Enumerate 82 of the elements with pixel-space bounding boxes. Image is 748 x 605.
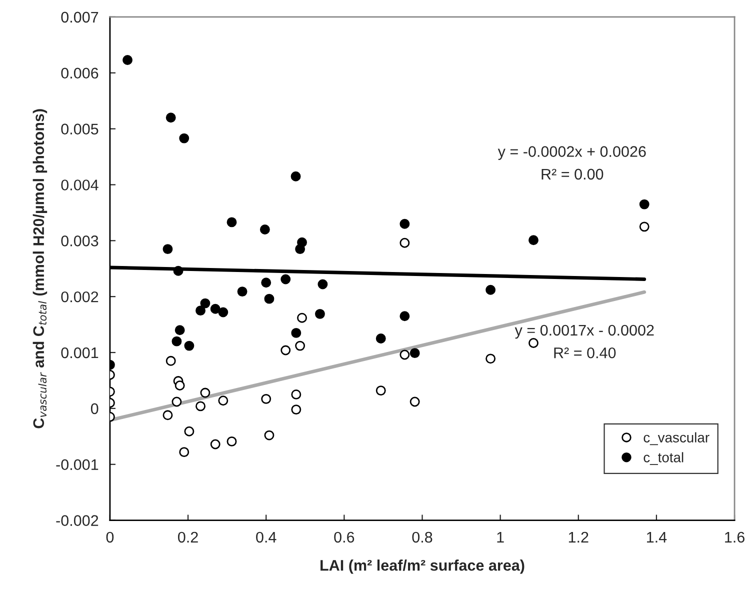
point (280, 274, 291, 284)
point (226, 217, 237, 228)
point (264, 430, 274, 440)
point (210, 304, 220, 314)
annotation: R² = 0.40 (554, 347, 616, 358)
point (486, 284, 496, 295)
point (639, 199, 650, 210)
x-tick-label: 0 (106, 532, 114, 543)
point (166, 112, 176, 123)
x-tick-label: 1 (497, 532, 504, 542)
annotation: y = -0.0002x + 0.0026 (498, 146, 646, 160)
point (196, 401, 206, 412)
y-axis-title: C$_{vascular}$ and C$_{total}$ (mmol H20/µmol photons) (32, 109, 48, 428)
annotation: y = 0.0017x - 0.0002 (514, 324, 654, 339)
point (528, 338, 538, 348)
x-tick-label: 0.6 (334, 532, 354, 543)
x-tick-label: 1.2 (568, 532, 588, 542)
annotation: R² = 0.00 (542, 168, 604, 180)
x-tick-label: 0.2 (178, 532, 198, 543)
point (218, 307, 228, 318)
y-tick-label: 0.002 (61, 291, 98, 302)
y-tick-label: 0 (90, 403, 98, 414)
point (264, 294, 274, 304)
point (400, 238, 410, 248)
point (400, 218, 410, 229)
y-tick-label: 0.004 (61, 180, 98, 190)
point (410, 396, 420, 407)
x-tick-label: 0.8 (412, 532, 432, 543)
point (376, 334, 386, 344)
point (261, 278, 272, 288)
point (166, 356, 176, 366)
point (200, 388, 210, 398)
point (295, 340, 306, 351)
point (218, 396, 228, 406)
point (162, 410, 173, 420)
point (172, 396, 182, 407)
point (486, 354, 496, 364)
point (410, 348, 420, 358)
point (200, 298, 210, 308)
point (237, 286, 248, 297)
point (290, 171, 301, 182)
point (226, 436, 237, 446)
point (184, 340, 194, 351)
point (295, 244, 306, 254)
point (318, 279, 328, 290)
point (261, 394, 272, 404)
point (162, 244, 173, 254)
x-tick-label: 0.4 (256, 532, 276, 543)
legend-label: c_vascular (644, 432, 710, 446)
point (528, 235, 538, 246)
y-tick-label: 0.001 (61, 347, 98, 358)
y-tick-label: 0.005 (61, 124, 98, 134)
point (122, 55, 132, 65)
point (184, 426, 194, 436)
y-tick-label: -0.001 (56, 459, 98, 470)
point (179, 447, 190, 458)
x-axis-title: LAI (m² leaf/m² surface area) (320, 560, 524, 574)
point (314, 308, 325, 319)
point (173, 266, 184, 276)
point (280, 345, 291, 356)
y-tick-label: 0.006 (61, 68, 98, 79)
x-tick-label: 1.6 (725, 532, 744, 543)
y-tick-label: 0.007 (61, 12, 98, 23)
point (196, 306, 206, 316)
point (639, 222, 650, 232)
point (172, 336, 182, 346)
point (179, 133, 190, 144)
point (400, 311, 410, 322)
y-tick-label: 0.003 (61, 236, 98, 246)
point (297, 312, 307, 323)
point (174, 380, 185, 390)
point (174, 325, 185, 336)
y-tick-label: -0.002 (56, 515, 98, 526)
x-tick-label: 1.4 (647, 532, 667, 542)
point (260, 224, 270, 234)
point (376, 386, 386, 396)
point (291, 389, 302, 400)
point (291, 328, 302, 338)
point (210, 439, 220, 450)
legend-label: c_total (644, 452, 684, 465)
point (400, 350, 410, 360)
point (291, 404, 302, 415)
